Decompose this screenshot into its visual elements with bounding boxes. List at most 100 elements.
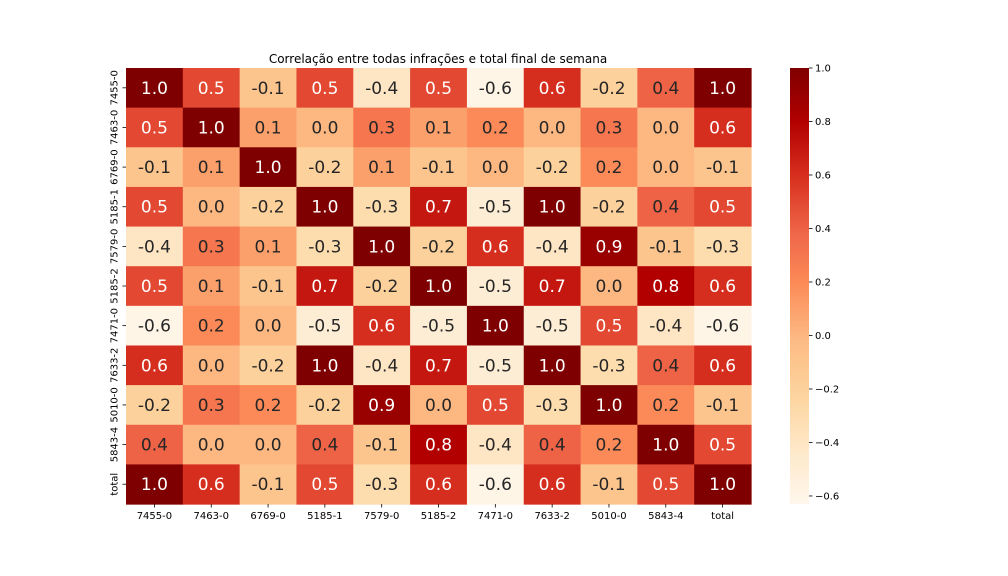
heatmap-cell <box>523 107 582 148</box>
cell-annotation: 0.6 <box>539 475 566 495</box>
colorbar-gradient <box>790 68 809 504</box>
cell-annotation: 0.5 <box>311 475 338 495</box>
heatmap-cell <box>580 226 638 267</box>
cell-annotation: -0.2 <box>365 277 398 297</box>
heatmap-cell <box>353 266 411 307</box>
heatmap-cell <box>239 464 298 505</box>
heatmap-cell <box>410 424 468 465</box>
heatmap-cell <box>466 147 525 188</box>
cell-annotation: 0.1 <box>255 237 282 257</box>
cell-annotation: -0.6 <box>706 317 739 337</box>
cell-annotation: 0.4 <box>539 436 566 456</box>
cell-annotation: 0.5 <box>709 436 736 456</box>
heatmap-cell <box>239 186 298 228</box>
cell-annotation: 0.6 <box>482 237 509 257</box>
colorbar-tick-label: 0.6 <box>815 170 831 181</box>
heatmap-cell <box>296 424 354 465</box>
heatmap-cell <box>466 464 525 505</box>
heatmap-cell <box>637 68 695 109</box>
heatmap-cell <box>410 266 468 307</box>
heatmap-cell <box>523 464 582 505</box>
cell-annotation: -0.1 <box>706 158 739 178</box>
heatmap-cell <box>694 266 752 307</box>
heatmap-cell <box>523 266 582 307</box>
cell-annotation: 0.0 <box>255 317 282 337</box>
row-label: 7633-2 <box>110 348 121 383</box>
row-label: 5185-1 <box>110 189 121 224</box>
cell-annotation: 0.2 <box>595 158 622 178</box>
row-label: 5843-4 <box>110 427 121 462</box>
cell-annotation: 0.7 <box>425 198 452 218</box>
heatmap-cell <box>580 305 638 347</box>
heatmap-cell <box>637 107 695 148</box>
heatmap-cell <box>466 345 525 386</box>
heatmap-cell <box>182 424 241 465</box>
cell-annotation: -0.3 <box>536 396 569 416</box>
cell-annotation: 0.3 <box>595 118 622 138</box>
cell-annotation: -0.2 <box>422 237 455 257</box>
column-label: 7579-0 <box>364 511 399 522</box>
cell-annotation: 0.0 <box>539 118 566 138</box>
heatmap-cell <box>182 68 241 109</box>
cell-annotation: 0.3 <box>198 237 225 257</box>
heatmap-cell <box>239 107 298 148</box>
cell-annotation: 0.6 <box>198 475 225 495</box>
heatmap-cell <box>637 464 695 505</box>
column-labels: 7455-0 7463-0 6769-0 5185-1 7579-0 5185-2 7471… <box>137 504 734 522</box>
heatmap-cell <box>694 68 752 109</box>
heatmap-cell <box>353 385 411 426</box>
colorbar-tick-label: 0.4 <box>815 224 831 235</box>
column-label: 6769-0 <box>250 511 285 522</box>
cell-annotation: -0.2 <box>251 356 284 376</box>
heatmap-cell <box>126 345 184 386</box>
row-label: total <box>110 473 121 496</box>
heatmap-cell <box>126 226 184 267</box>
column-label: 7471-0 <box>478 511 513 522</box>
heatmap-cell <box>239 424 298 465</box>
cell-annotation: 0.6 <box>141 356 168 376</box>
heatmap-cell <box>466 385 525 426</box>
heatmap-cell <box>296 266 354 307</box>
heatmap-cell <box>466 107 525 148</box>
heatmap-cell <box>694 345 752 386</box>
heatmap-cell <box>580 147 638 188</box>
cell-annotation: 1.0 <box>425 277 452 297</box>
cell-annotation: -0.1 <box>251 79 284 99</box>
cell-annotation: 1.0 <box>482 317 509 337</box>
heatmap-cell <box>694 305 752 347</box>
heatmap-cell <box>410 147 468 188</box>
heatmap-cell <box>239 266 298 307</box>
cell-annotation: 0.6 <box>368 317 395 337</box>
cell-annotation: -0.2 <box>138 396 171 416</box>
cell-annotation: -0.5 <box>479 198 512 218</box>
heatmap-cell <box>637 266 695 307</box>
cell-annotation: 0.0 <box>652 118 679 138</box>
heatmap-cell <box>410 305 468 347</box>
cell-annotation: -0.4 <box>649 317 682 337</box>
column-label: total <box>711 511 734 522</box>
heatmap-cell <box>580 186 638 228</box>
heatmap-cell <box>182 345 241 386</box>
cell-annotation: 0.6 <box>709 356 736 376</box>
heatmap-cell <box>694 424 752 465</box>
heatmap-cell <box>126 266 184 307</box>
heatmap-cell <box>410 464 468 505</box>
cell-annotation: -0.2 <box>592 79 625 99</box>
heatmap-cell <box>523 305 582 347</box>
colorbar-tick-label: −0.4 <box>815 438 839 449</box>
heatmap-cell <box>296 385 354 426</box>
cell-annotation: 1.0 <box>311 356 338 376</box>
cell-annotation: 0.6 <box>539 79 566 99</box>
cell-annotation: 0.0 <box>198 198 225 218</box>
cell-annotation: 0.1 <box>425 118 452 138</box>
heatmap-cell <box>182 147 241 188</box>
cell-annotation: 0.6 <box>709 118 736 138</box>
cell-annotation: 0.0 <box>198 436 225 456</box>
cell-annotation: 1.0 <box>198 118 225 138</box>
heatmap-cell <box>466 424 525 465</box>
column-label: 5185-2 <box>421 511 456 522</box>
heatmap-cell <box>239 345 298 386</box>
cell-annotation: 0.1 <box>198 277 225 297</box>
row-label: 7455-0 <box>110 70 121 105</box>
